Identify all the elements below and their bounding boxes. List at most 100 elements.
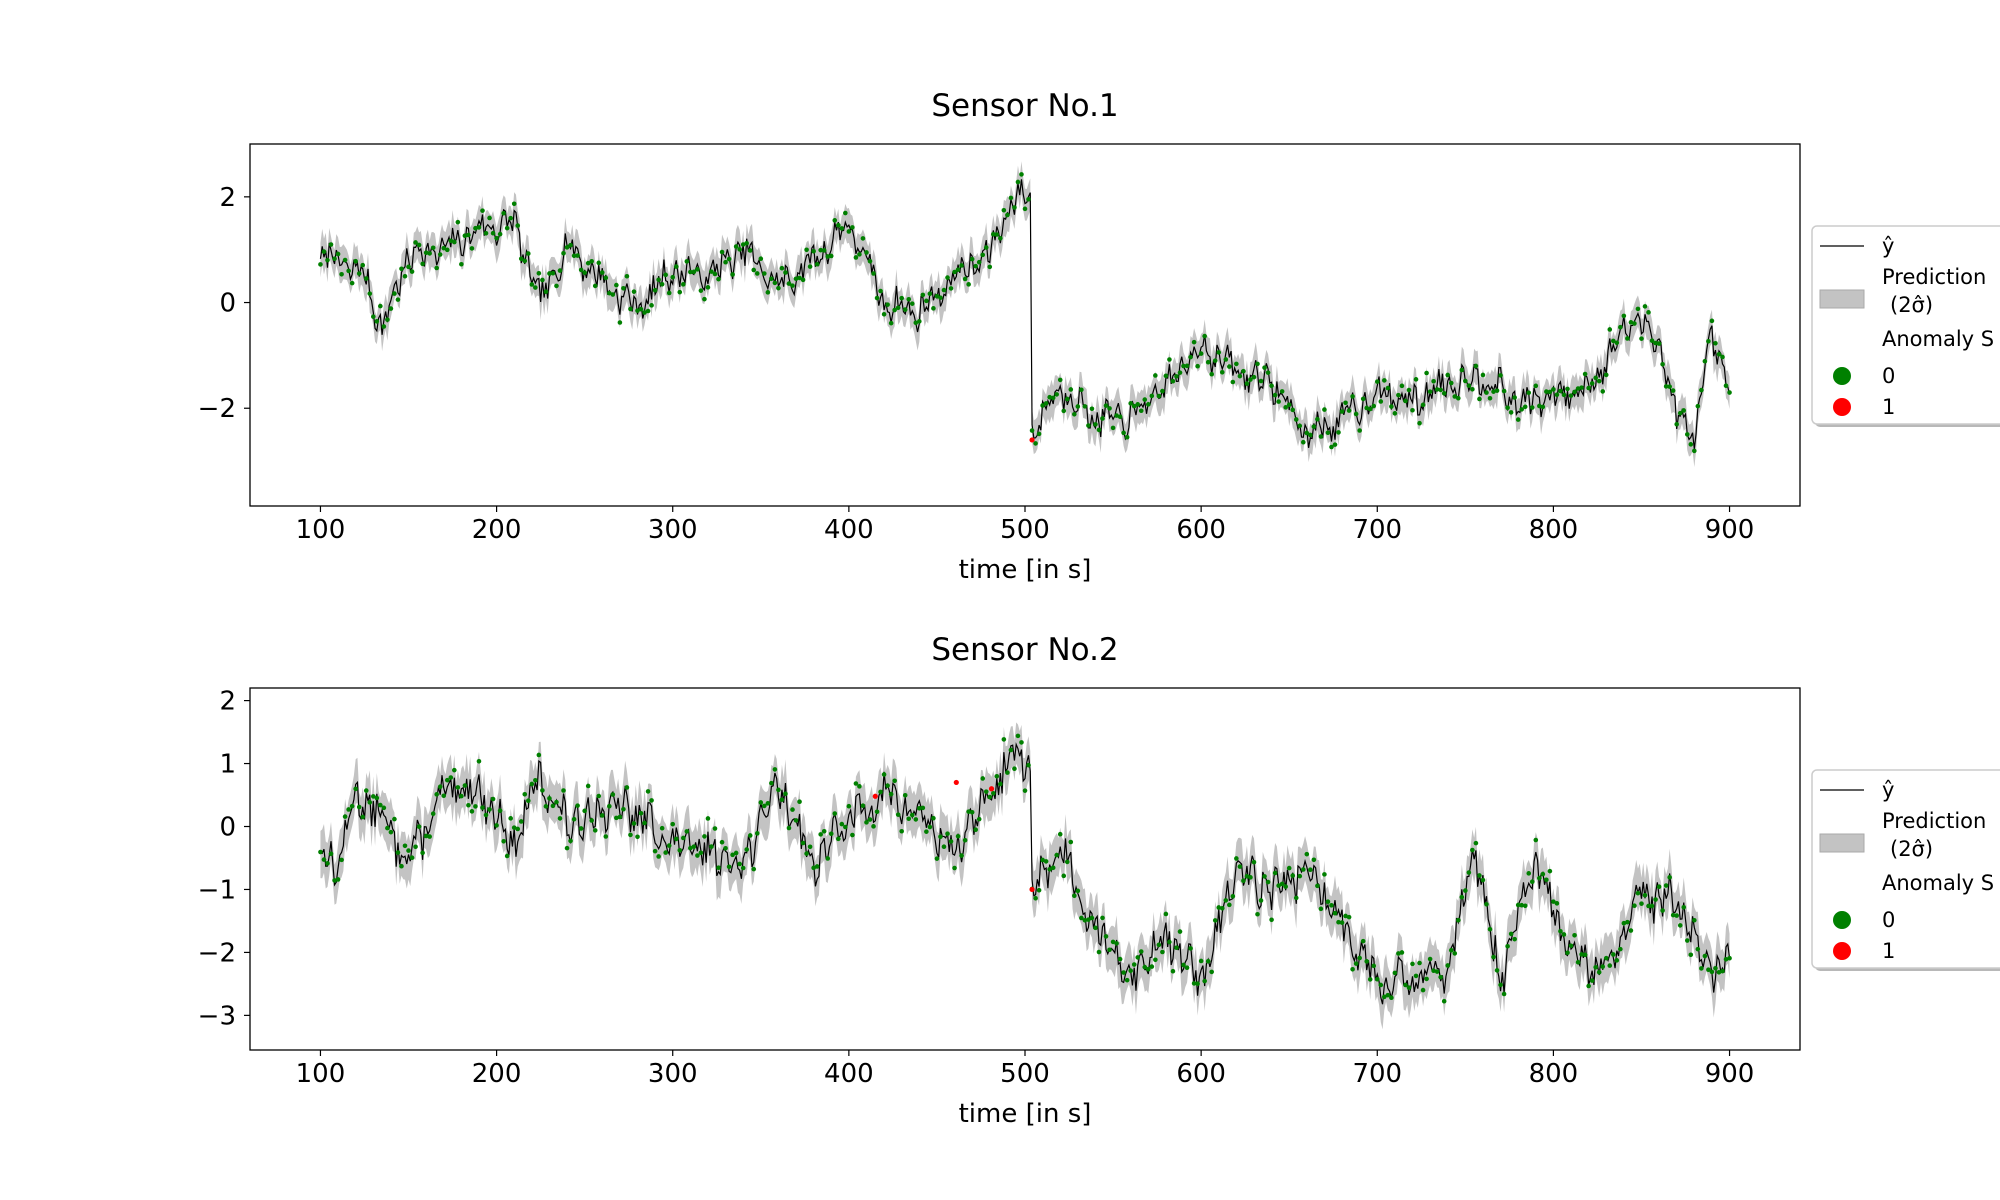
point-class-0 [1547, 868, 1553, 874]
point-class-0 [1283, 405, 1288, 410]
y-tick-label: 2 [219, 687, 236, 717]
point-class-0 [399, 266, 404, 272]
point-class-0 [1371, 963, 1377, 969]
point-class-0 [846, 803, 852, 809]
point-class-0 [1709, 318, 1715, 324]
legend-band-label: Prediction [1882, 809, 1986, 833]
point-class-0 [1702, 358, 1708, 364]
point-class-0 [444, 247, 450, 253]
point-class-0 [663, 272, 668, 278]
point-class-0 [1621, 920, 1627, 926]
point-class-0 [1293, 417, 1299, 422]
point-class-0 [934, 856, 940, 861]
point-class-0 [913, 320, 919, 326]
point-class-0 [1124, 977, 1130, 983]
point-class-0 [878, 288, 883, 294]
point-class-0 [684, 829, 690, 834]
point-class-0 [430, 811, 436, 817]
point-class-0 [1117, 414, 1123, 420]
point-class-0 [1043, 401, 1049, 406]
point-class-0 [610, 292, 616, 297]
point-class-0 [1170, 968, 1176, 974]
point-class-0 [705, 816, 711, 821]
point-class-0 [1670, 912, 1676, 918]
point-class-0 [909, 301, 915, 306]
point-class-0 [557, 816, 563, 821]
point-class-0 [1019, 740, 1024, 745]
x-tick-label: 800 [1529, 1059, 1579, 1089]
point-class-0 [663, 850, 668, 855]
point-class-0 [994, 232, 1000, 237]
chart-title: Sensor No.1 [931, 88, 1118, 124]
point-class-0 [589, 259, 594, 264]
x-tick-label: 800 [1529, 515, 1579, 545]
point-class-0 [754, 831, 760, 836]
point-class-0 [1399, 950, 1405, 955]
point-class-0 [1508, 931, 1514, 937]
point-class-0 [1153, 373, 1158, 378]
point-class-0 [578, 826, 584, 831]
point-class-0 [983, 789, 989, 794]
point-class-0 [656, 854, 661, 859]
point-class-0 [1050, 395, 1056, 401]
point-class-0 [1360, 938, 1366, 944]
point-class-0 [716, 865, 721, 870]
point-class-0 [1374, 379, 1380, 384]
point-class-1 [953, 779, 959, 786]
point-class-0 [1156, 393, 1162, 399]
point-class-0 [1501, 388, 1507, 394]
point-class-0 [1505, 943, 1510, 949]
point-class-0 [1431, 968, 1436, 974]
point-class-0 [1047, 867, 1052, 872]
point-class-0 [501, 210, 506, 216]
point-class-0 [677, 847, 683, 853]
point-class-0 [814, 261, 820, 267]
point-class-0 [885, 302, 890, 307]
point-class-0 [793, 818, 799, 823]
anomaly-score-1-points [872, 779, 1035, 893]
point-class-0 [1498, 982, 1503, 988]
point-class-0 [392, 816, 397, 822]
point-class-0 [374, 319, 380, 324]
point-class-0 [966, 282, 971, 287]
point-class-0 [371, 794, 376, 799]
point-class-0 [543, 289, 549, 295]
point-class-1 [988, 786, 995, 792]
point-class-0 [1579, 385, 1584, 390]
point-class-0 [1318, 434, 1324, 439]
point-class-0 [821, 829, 827, 834]
legend-box [1811, 769, 2000, 969]
point-class-0 [906, 816, 912, 822]
point-class-0 [1382, 378, 1387, 383]
point-class-0 [1406, 985, 1412, 990]
point-class-0 [1371, 403, 1377, 409]
point-class-0 [874, 295, 880, 301]
point-class-0 [645, 308, 651, 314]
point-class-0 [1174, 374, 1179, 379]
point-class-0 [1047, 394, 1052, 400]
point-class-0 [976, 816, 982, 822]
point-class-0 [1508, 410, 1514, 415]
point-class-0 [1364, 959, 1369, 964]
point-class-0 [642, 820, 647, 826]
point-class-0 [1262, 874, 1267, 879]
point-class-0 [490, 230, 496, 236]
point-class-0 [1656, 341, 1662, 346]
point-class-0 [1301, 439, 1306, 445]
point-class-0 [747, 248, 753, 253]
point-class-0 [1343, 913, 1348, 919]
point-class-0 [888, 320, 894, 326]
point-class-0 [385, 825, 390, 831]
point-class-0 [695, 267, 700, 272]
point-class-0 [804, 851, 809, 856]
point-class-0 [1392, 411, 1398, 416]
point-class-0 [1061, 408, 1067, 414]
point-class-0 [892, 307, 897, 313]
point-class-0 [1716, 351, 1722, 357]
point-class-0 [652, 287, 658, 293]
point-class-0 [1417, 960, 1422, 966]
point-class-0 [614, 282, 619, 288]
point-class-0 [1723, 383, 1729, 389]
point-class-0 [571, 253, 577, 259]
point-class-0 [1378, 982, 1384, 988]
